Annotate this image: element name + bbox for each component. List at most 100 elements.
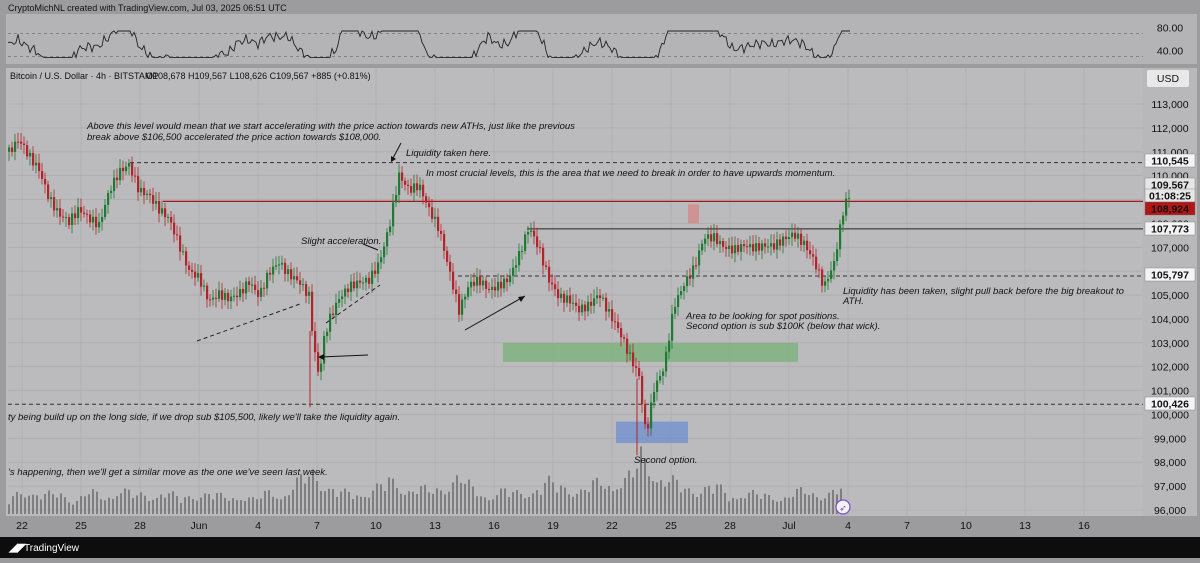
volume-bar [584, 490, 586, 514]
candle-body [515, 265, 518, 268]
volume-bar [332, 489, 334, 514]
candle-body [635, 366, 638, 369]
arrow-head-3 [391, 156, 396, 162]
candle-body [722, 240, 725, 247]
candle-body [287, 269, 290, 274]
volume-bar [464, 483, 466, 514]
volume-bar [480, 496, 482, 514]
rsi-line [7, 29, 1143, 59]
candle-body [704, 238, 707, 244]
volume-bar [220, 492, 222, 514]
annotation-spot-line2: Second option is sub $100K (below that w… [686, 321, 880, 332]
volume-bar [812, 493, 814, 514]
candle-body [773, 243, 776, 250]
candle-body [326, 331, 329, 336]
candle-body [179, 235, 182, 252]
candle-body [41, 171, 44, 179]
currency-label[interactable]: USD [1157, 73, 1180, 85]
price-tick-label: 107,000 [1151, 242, 1189, 254]
annotation-crucial-level: In most crucial levels, this is the area… [426, 168, 835, 179]
candle-body [11, 147, 14, 152]
candle-body [629, 352, 632, 354]
candle-body [329, 313, 332, 332]
candle-body [791, 232, 794, 238]
candle-body [683, 286, 686, 291]
volume-bar [504, 488, 506, 514]
volume-bar [532, 493, 534, 514]
candle-body [494, 286, 497, 291]
volume-bar [548, 475, 550, 514]
volume-bar [668, 482, 670, 514]
volume-bar [468, 479, 470, 514]
candle-body [101, 216, 104, 222]
volume-bar [524, 498, 526, 514]
volume-bar [88, 494, 90, 514]
candle-body [509, 275, 512, 283]
candle-body [185, 251, 188, 266]
candle-body [23, 143, 26, 146]
candle-body [203, 285, 206, 287]
volume-bar [676, 479, 678, 514]
candle-body [572, 302, 575, 304]
candle-body [173, 222, 176, 235]
volume-bar [416, 494, 418, 514]
candle-body [53, 197, 56, 211]
candle-body [434, 216, 437, 219]
candle-body [257, 290, 260, 297]
volume-bar [516, 490, 518, 514]
annotation-liquidity-taken: Liquidity taken here. [406, 148, 491, 159]
rocket-icon[interactable]: ➶ [835, 499, 851, 515]
volume-bar [800, 487, 802, 514]
candle-body [545, 265, 548, 267]
volume-bar [596, 477, 598, 514]
volume-bar [660, 480, 662, 514]
annotation-pullback-line1: Liquidity has been taken, slight pull ba… [843, 286, 1124, 297]
candle-body [44, 178, 47, 185]
resistance-block [688, 204, 699, 224]
time-tick-label: 16 [488, 520, 500, 532]
candle-body [356, 280, 359, 289]
candle-body [194, 271, 197, 278]
volume-bar [820, 500, 822, 514]
time-tick-label: 28 [724, 520, 736, 532]
volume-bar [496, 495, 498, 514]
candle-body [518, 251, 521, 266]
time-tick-label: 4 [845, 520, 851, 532]
rsi-pane [6, 14, 1143, 64]
volume-bar [688, 488, 690, 514]
volume-bar [312, 469, 314, 514]
candle-body [725, 246, 728, 250]
price-label-box [1144, 201, 1196, 216]
candle-body [398, 172, 401, 195]
candle-body [701, 243, 704, 251]
candle-body [89, 214, 92, 223]
volume-bar [44, 494, 46, 514]
candle-body [569, 295, 572, 304]
candle-body [575, 302, 578, 306]
volume-bar [348, 491, 350, 514]
drawings [196, 142, 526, 360]
volume-bar [560, 485, 562, 514]
candle-body [92, 216, 95, 223]
volume-bar [720, 484, 722, 514]
volume-bar [284, 496, 286, 514]
volume-bar [488, 500, 490, 514]
volume-bar [68, 502, 70, 514]
volume-bar [52, 494, 54, 514]
currency-box[interactable] [1147, 70, 1189, 87]
candle-body [716, 233, 719, 245]
volume-bar [592, 480, 594, 514]
candle-body [110, 190, 113, 194]
candle-body [590, 301, 593, 306]
price-tick-label: 96,000 [1154, 505, 1186, 517]
time-tick-label: 25 [75, 520, 87, 532]
price-tick-label: 99,000 [1154, 433, 1186, 445]
volume-bar [132, 497, 134, 514]
volume-bar [124, 488, 126, 514]
candle-body [461, 299, 464, 315]
volume-bar [588, 492, 590, 514]
volume-bar [84, 496, 86, 514]
candle-body [749, 244, 752, 248]
price-label-box [1144, 396, 1196, 411]
